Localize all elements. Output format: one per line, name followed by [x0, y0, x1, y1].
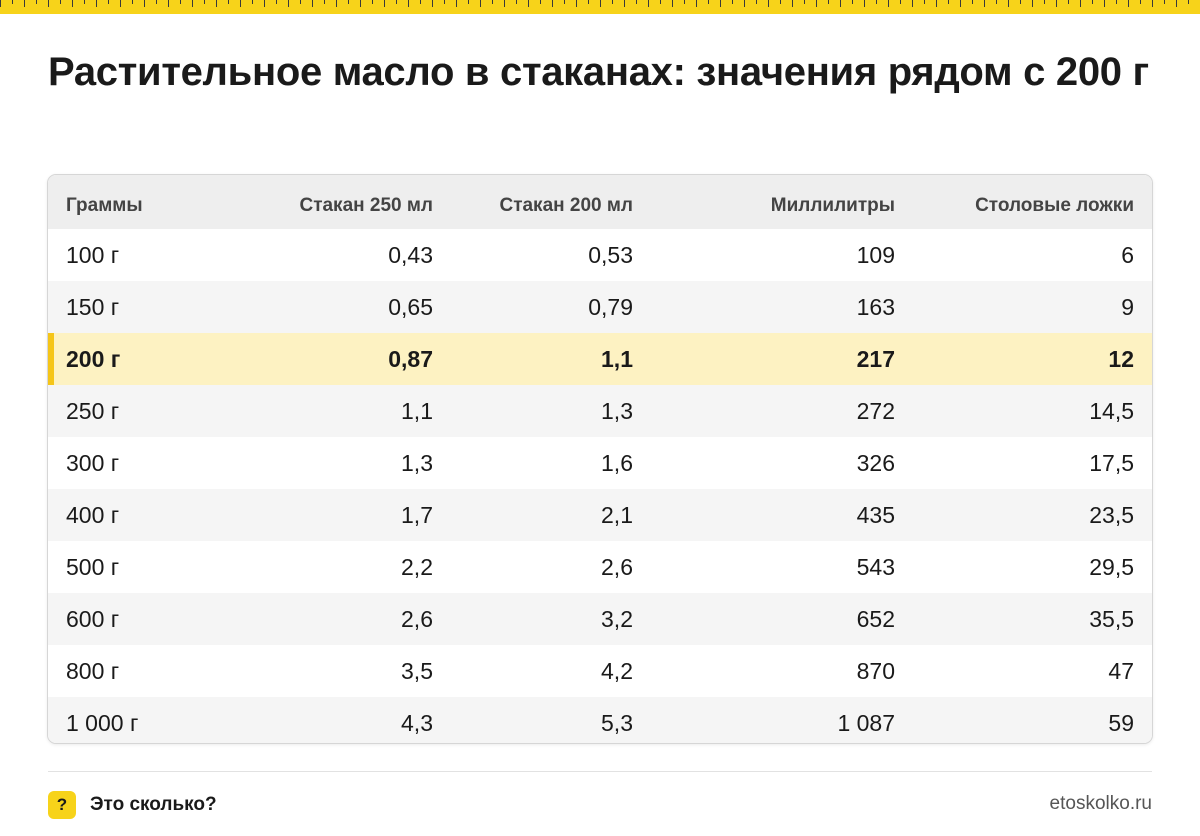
- table-row-highlighted: 200 г 0,87 1,1 217 12: [48, 333, 1152, 385]
- table-cell: 163: [856, 293, 895, 320]
- table-cell: 0,87: [388, 345, 433, 372]
- table-row: 600 г 2,6 3,2 652 35,5: [48, 593, 1152, 645]
- table-cell: 200 г: [48, 333, 251, 385]
- question-mark-icon: ?: [48, 791, 76, 819]
- table-cell: 600 г: [66, 605, 120, 632]
- table-cell: 250 г: [66, 397, 120, 424]
- table-cell: 300 г: [66, 449, 120, 476]
- table-cell: 0,79: [588, 293, 633, 320]
- table-cell: 870: [856, 657, 895, 684]
- table-cell: 3,2: [601, 605, 633, 632]
- table-cell: 1 087: [837, 709, 895, 736]
- column-header: Стакан 250 мл: [299, 195, 433, 216]
- column-header: Столовые ложки: [975, 195, 1134, 216]
- table-cell: 2,2: [401, 553, 433, 580]
- table-cell: 14,5: [1089, 397, 1134, 424]
- table-header-row: Граммы Стакан 250 мл Стакан 200 мл Миллилит…: [48, 175, 1152, 229]
- table-cell: 217: [856, 345, 895, 372]
- table-cell: 4,2: [601, 657, 633, 684]
- table-cell: 1,3: [401, 449, 433, 476]
- table-row: 250 г 1,1 1,3 272 14,5: [48, 385, 1152, 437]
- table-cell: 0,43: [388, 241, 433, 268]
- column-header: Стакан 200 мл: [499, 195, 633, 216]
- table-cell: 3,5: [401, 657, 433, 684]
- table-cell: 326: [856, 449, 895, 476]
- table-cell: 1,1: [401, 397, 433, 424]
- table-cell: 400 г: [66, 501, 120, 528]
- table-cell: 6: [1121, 241, 1134, 268]
- table-cell: 800 г: [66, 657, 120, 684]
- table-cell: 9: [1121, 293, 1134, 320]
- table-row: 1 000 г 4,3 5,3 1 087 59: [48, 697, 1152, 743]
- table-row: 100 г 0,43 0,53 109 6: [48, 229, 1152, 281]
- table-cell: 109: [856, 241, 895, 268]
- page-title: Растительное масло в стаканах: значения …: [48, 50, 1149, 94]
- table-cell: 12: [1108, 345, 1134, 372]
- conversion-table-card: Граммы Стакан 250 мл Стакан 200 мл Миллилит…: [47, 174, 1153, 744]
- table-cell: 150 г: [66, 293, 120, 320]
- table-cell: 0,53: [588, 241, 633, 268]
- table-cell: 2,6: [601, 553, 633, 580]
- table-cell: 59: [1108, 709, 1134, 736]
- table-cell: 0,65: [388, 293, 433, 320]
- table-row: 150 г 0,65 0,79 163 9: [48, 281, 1152, 333]
- table-cell: 2,1: [601, 501, 633, 528]
- table-cell: 272: [856, 397, 895, 424]
- table-cell: 100 г: [66, 241, 120, 268]
- column-header: Миллилитры: [770, 195, 895, 216]
- table-cell: 35,5: [1089, 605, 1134, 632]
- table-row: 500 г 2,2 2,6 543 29,5: [48, 541, 1152, 593]
- table-body: 100 г 0,43 0,53 109 6 150 г 0,65 0,79 163 9 200 г 0…: [48, 229, 1152, 743]
- conversion-table: Граммы Стакан 250 мл Стакан 200 мл Миллилит…: [48, 175, 1152, 743]
- column-header: Граммы: [66, 195, 143, 216]
- table-cell: 1,3: [601, 397, 633, 424]
- brand-name: Это сколько?: [90, 794, 217, 815]
- table-cell: 1 000 г: [66, 709, 139, 736]
- table-cell: 5,3: [601, 709, 633, 736]
- table-cell: 23,5: [1089, 501, 1134, 528]
- table-row: 800 г 3,5 4,2 870 47: [48, 645, 1152, 697]
- table-cell: 1,6: [601, 449, 633, 476]
- table-cell: 29,5: [1089, 553, 1134, 580]
- table-row: 400 г 1,7 2,1 435 23,5: [48, 489, 1152, 541]
- footer-divider: [48, 771, 1152, 772]
- table-row: 300 г 1,3 1,6 326 17,5: [48, 437, 1152, 489]
- table-cell: 1,1: [601, 345, 633, 372]
- table-cell: 652: [856, 605, 895, 632]
- brand: ? Это сколько?: [48, 791, 217, 819]
- table-cell: 2,6: [401, 605, 433, 632]
- table-cell: 435: [856, 501, 895, 528]
- table-cell: 4,3: [401, 709, 433, 736]
- table-cell: 500 г: [66, 553, 120, 580]
- table-cell: 543: [856, 553, 895, 580]
- site-url: etoskolko.ru: [1049, 793, 1152, 814]
- table-cell: 47: [1108, 657, 1134, 684]
- ruler-strip: [0, 0, 1200, 14]
- table-cell: 17,5: [1089, 449, 1134, 476]
- table-cell: 1,7: [401, 501, 433, 528]
